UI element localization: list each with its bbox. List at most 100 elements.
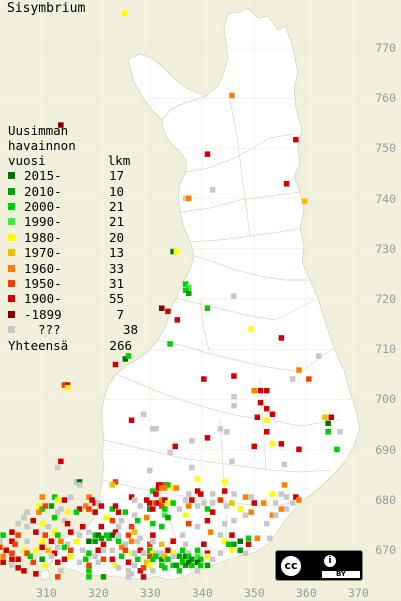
legend-label: 1960-: [24, 260, 62, 276]
observation-square: [159, 550, 165, 556]
observation-square: [231, 541, 237, 547]
observation-square: [162, 512, 168, 518]
observation-square: [83, 503, 89, 509]
observation-square: [179, 559, 186, 565]
observation-square: [33, 547, 39, 553]
observation-square: [194, 547, 201, 553]
observation-square: [68, 547, 74, 553]
observation-square: [165, 482, 171, 488]
observation-square: [137, 503, 144, 509]
observation-square: [186, 550, 192, 556]
legend-count: 13: [108, 245, 124, 261]
legend-swatch: [8, 264, 15, 272]
observation-square: [33, 529, 39, 535]
observation-square: [86, 574, 92, 580]
observation-square: [204, 550, 211, 556]
y-tick-label: 680: [375, 492, 396, 507]
observation-square: [264, 417, 270, 423]
observation-square: [226, 541, 232, 547]
observation-square: [306, 376, 312, 382]
observation-square: [86, 529, 92, 535]
observation-markers: [0, 10, 343, 580]
observation-square: [61, 517, 68, 524]
observation-square: [73, 538, 80, 544]
observation-square: [143, 514, 150, 521]
observation-square: [231, 491, 237, 497]
observation-square: [86, 506, 92, 512]
legend-total-label: Yhteensä: [8, 337, 69, 353]
y-tick-label: 720: [375, 292, 396, 306]
observation-square: [24, 523, 30, 530]
observation-square: [115, 523, 122, 530]
observation-square: [21, 568, 27, 574]
observation-square: [150, 426, 156, 432]
observation-square: [112, 529, 119, 535]
observation-square: [140, 550, 147, 556]
observation-square: [165, 514, 171, 521]
observation-square: [293, 136, 299, 143]
legend-count: 21: [108, 214, 124, 230]
observation-square: [328, 414, 334, 420]
observation-square: [128, 523, 135, 530]
legend-count: 7: [116, 306, 124, 322]
observation-square: [254, 535, 261, 541]
finland-land: [49, 7, 361, 581]
observation-square: [51, 550, 58, 556]
observation-square: [165, 500, 171, 506]
x-tick-label: 320: [88, 586, 109, 600]
observation-square: [86, 562, 92, 569]
observation-square: [204, 553, 211, 559]
observation-square: [24, 550, 30, 556]
observation-square: [182, 553, 189, 559]
legend-swatch: [8, 279, 15, 287]
observation-square: [106, 535, 112, 541]
observation-square: [109, 556, 116, 562]
legend-label: 1980-: [24, 229, 62, 245]
observation-square: [201, 500, 207, 506]
observation-square: [198, 491, 204, 497]
observation-square: [39, 538, 45, 544]
observation-square: [293, 494, 299, 500]
observation-square: [162, 565, 168, 571]
observation-square: [39, 556, 45, 562]
observation-square: [42, 532, 48, 538]
observation-square: [55, 574, 61, 580]
x-tick-label: 370: [348, 586, 369, 600]
x-tick-label: 340: [192, 586, 213, 600]
observation-square: [204, 506, 211, 512]
observation-square: [170, 500, 176, 506]
observation-square: [122, 541, 129, 547]
observation-square: [189, 497, 195, 503]
observation-square: [231, 293, 237, 299]
observation-square: [260, 500, 267, 506]
observation-square: [118, 517, 125, 524]
observation-square: [0, 538, 3, 544]
observation-square: [269, 512, 276, 518]
observation-square: [64, 509, 71, 515]
observation-square: [194, 503, 201, 509]
observation-square: [150, 520, 156, 527]
observation-square: [58, 538, 64, 544]
observation-square: [229, 500, 235, 506]
observation-square: [95, 500, 101, 506]
observation-square: [264, 387, 270, 394]
observation-square: [242, 494, 249, 500]
observation-square: [337, 429, 343, 435]
observation-square: [159, 523, 165, 530]
observation-square: [245, 535, 252, 541]
observation-square: [73, 509, 80, 515]
observation-square: [242, 550, 249, 556]
legend-swatch: [8, 218, 15, 226]
observation-square: [251, 500, 257, 506]
observation-square: [159, 485, 165, 491]
observation-square: [76, 559, 83, 565]
observation-square: [264, 429, 270, 435]
y-tick-label: 760: [375, 91, 396, 106]
observation-square: [92, 553, 98, 559]
observation-square: [109, 532, 116, 538]
observation-square: [278, 491, 285, 497]
observation-square: [128, 571, 135, 577]
observation-square: [12, 541, 18, 547]
observation-square: [109, 517, 116, 524]
observation-square: [61, 556, 68, 562]
